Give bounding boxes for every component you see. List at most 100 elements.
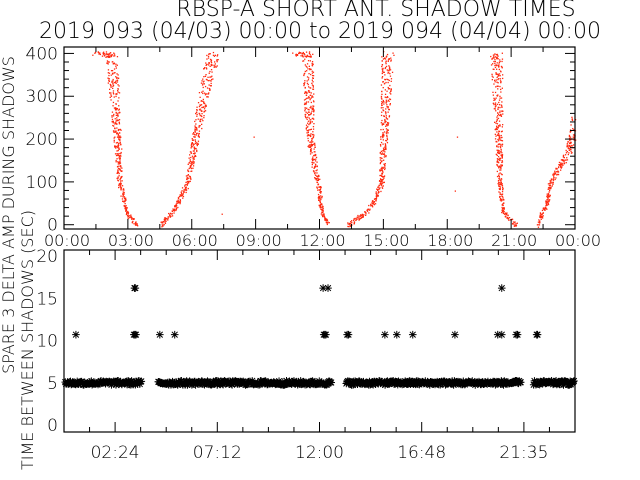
data-point — [302, 52, 304, 55]
data-point — [314, 174, 317, 176]
data-point — [312, 77, 314, 79]
data-point — [94, 52, 96, 54]
data-point — [306, 107, 308, 109]
data-point — [382, 133, 385, 135]
data-point — [372, 202, 374, 205]
data-point — [381, 186, 383, 188]
data-point — [312, 162, 314, 164]
data-point — [114, 131, 116, 133]
data-point — [319, 205, 322, 208]
data-point — [385, 156, 387, 158]
data-point — [185, 191, 187, 194]
data-point — [174, 208, 176, 210]
data-point — [494, 102, 497, 104]
data-point — [542, 212, 544, 214]
data-point — [97, 51, 100, 54]
data-point — [503, 207, 505, 210]
data-point — [496, 76, 498, 79]
data-point — [197, 118, 199, 120]
data-point — [502, 197, 504, 199]
data-point — [194, 126, 196, 128]
data-point — [370, 203, 372, 205]
data-point — [498, 125, 500, 127]
data-point — [318, 196, 320, 198]
data-point — [496, 62, 498, 64]
data-point — [120, 180, 122, 182]
data-point — [499, 145, 501, 148]
data-point — [313, 171, 315, 173]
data-point — [304, 82, 306, 84]
data-point — [500, 131, 503, 133]
data-point — [501, 174, 503, 176]
data-point — [194, 139, 196, 141]
data-point — [316, 165, 318, 168]
data-point — [389, 98, 391, 100]
data-point — [381, 111, 383, 113]
data-point — [389, 75, 392, 77]
data-point — [107, 77, 109, 79]
data-point — [500, 81, 502, 83]
data-point — [565, 149, 567, 152]
data-point — [379, 170, 381, 172]
data-point — [515, 225, 517, 227]
data-point — [386, 131, 388, 133]
data-point — [378, 180, 381, 182]
data-point — [117, 179, 119, 181]
data-point — [103, 51, 105, 53]
data-point — [498, 143, 500, 145]
data-point — [497, 138, 499, 141]
data-point — [105, 54, 107, 56]
data-point — [195, 148, 197, 150]
data-point — [496, 158, 499, 160]
data-point — [514, 225, 516, 227]
data-point — [549, 186, 552, 188]
data-point — [502, 203, 504, 205]
data-point — [318, 197, 321, 199]
data-point — [131, 217, 133, 219]
data-point — [388, 65, 390, 67]
data-point — [499, 78, 502, 80]
data-point — [554, 173, 556, 175]
data-point — [189, 180, 191, 182]
data-point — [203, 101, 205, 103]
data-point — [312, 63, 314, 65]
data-point — [106, 62, 108, 64]
data-point — [110, 70, 113, 72]
data-point — [555, 167, 557, 169]
data-point — [110, 74, 112, 76]
data-point — [190, 152, 192, 154]
star-point — [513, 330, 522, 339]
data-point — [119, 138, 121, 140]
data-point — [304, 110, 306, 112]
data-point — [325, 221, 327, 224]
data-point — [382, 109, 384, 111]
data-point — [501, 164, 503, 166]
data-point — [496, 164, 498, 166]
data-point — [102, 52, 104, 54]
data-point — [163, 220, 166, 222]
data-point — [380, 182, 382, 184]
data-point — [384, 82, 386, 85]
data-point — [119, 128, 121, 131]
data-point — [119, 111, 121, 114]
data-point — [192, 160, 194, 162]
data-point — [201, 91, 203, 93]
data-point — [117, 91, 119, 93]
data-point — [314, 142, 316, 144]
star-point — [308, 377, 317, 385]
data-point — [185, 175, 188, 177]
data-point — [386, 100, 388, 103]
data-point — [568, 148, 571, 150]
data-point — [382, 81, 384, 83]
data-point — [501, 157, 503, 159]
data-point — [361, 216, 363, 219]
data-point — [573, 139, 575, 141]
data-point — [194, 130, 196, 132]
data-point — [382, 171, 384, 173]
data-point — [560, 159, 563, 161]
data-point — [497, 127, 499, 129]
data-point — [375, 200, 377, 202]
data-point — [501, 155, 503, 157]
data-point — [115, 147, 117, 149]
data-point — [306, 63, 309, 65]
